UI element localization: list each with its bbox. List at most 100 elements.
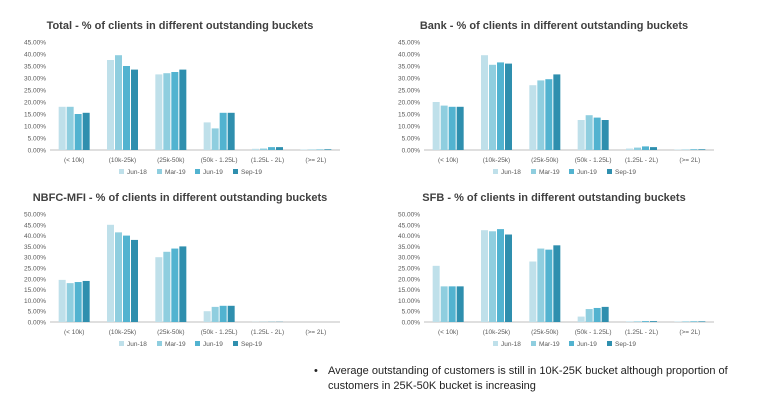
y-tick-label: 10.00%: [398, 124, 420, 131]
bar-sep-19: [698, 321, 706, 322]
bar-jun-19: [497, 229, 504, 322]
bar-jun-18: [432, 265, 440, 322]
y-tick-label: 0.00%: [28, 320, 47, 327]
y-tick-label: 0.00%: [402, 320, 421, 327]
legend-swatch: [119, 341, 124, 346]
bar-mar-19: [260, 148, 267, 150]
bar-sep-19: [650, 147, 657, 150]
bar-jun-18: [155, 74, 163, 150]
bar-mar-19: [211, 306, 219, 322]
legend-label: Sep-19: [615, 341, 636, 348]
bar-sep-19: [131, 239, 138, 322]
bar-jun-19: [74, 114, 82, 150]
bar-jun-19: [171, 248, 179, 322]
y-tick-label: 20.00%: [398, 276, 420, 283]
legend-swatch: [119, 169, 124, 174]
x-tick-label: (10k-25k): [483, 329, 510, 336]
y-tick-label: 0.00%: [402, 148, 421, 155]
bar-jun-18: [577, 316, 585, 322]
bar-sep-19: [553, 245, 561, 322]
y-tick-label: 45.00%: [24, 222, 46, 229]
y-tick-label: 15.00%: [24, 287, 46, 294]
bar-mar-19: [682, 321, 690, 322]
y-tick-label: 30.00%: [398, 255, 420, 262]
bar-sep-19: [227, 305, 235, 322]
legend-swatch: [195, 169, 200, 174]
y-tick-label: 35.00%: [24, 64, 46, 71]
legend-label: Jun-18: [501, 169, 521, 176]
legend-label: Jun-19: [203, 341, 223, 348]
bar-sep-19: [276, 147, 283, 150]
legend-swatch: [493, 341, 498, 346]
y-tick-label: 15.00%: [398, 287, 420, 294]
legend-label: Jun-18: [127, 169, 147, 176]
bar-jun-18: [203, 311, 211, 322]
bar-mar-19: [115, 55, 122, 151]
y-tick-label: 15.00%: [398, 112, 420, 119]
y-tick-label: 40.00%: [398, 52, 420, 59]
chart-title: Total - % of clients in different outsta…: [46, 20, 314, 32]
x-tick-label: (50k - 1.25L): [575, 157, 612, 164]
bar-mar-19: [489, 231, 496, 322]
y-tick-label: 40.00%: [398, 233, 420, 240]
x-tick-label: (>= 2L): [679, 329, 700, 336]
y-tick-label: 20.00%: [24, 276, 46, 283]
legend-swatch: [531, 169, 536, 174]
y-tick-label: 45.00%: [398, 222, 420, 229]
y-tick-label: 15.00%: [24, 112, 46, 119]
bar-jun-18: [155, 257, 163, 322]
bar-sep-19: [82, 112, 90, 150]
y-tick-label: 5.00%: [28, 136, 47, 143]
bar-sep-19: [131, 69, 138, 150]
x-tick-label: (50k - 1.25L): [201, 329, 238, 336]
x-tick-label: (< 10k): [64, 157, 84, 164]
y-tick-label: 30.00%: [24, 76, 46, 83]
x-tick-label: (25k-50k): [531, 157, 558, 164]
y-tick-label: 30.00%: [24, 255, 46, 262]
nbfc-mfi-chart: NBFC-MFI - % of clients in different out…: [10, 190, 350, 370]
legend-swatch: [195, 341, 200, 346]
chart-plot: 0.00% 5.00% 10.00% 15.00% 20.00% 25.00% 30.00%…: [398, 212, 714, 348]
x-tick-label: (10k-25k): [109, 157, 136, 164]
bar-jun-19: [497, 62, 504, 150]
bar-sep-19: [601, 120, 609, 150]
legend-swatch: [157, 169, 162, 174]
x-tick-label: (< 10k): [438, 157, 458, 164]
legend-swatch: [233, 169, 238, 174]
legend-swatch: [157, 341, 162, 346]
bar-mar-19: [163, 73, 171, 150]
bar-mar-19: [537, 248, 545, 322]
legend-label: Mar-19: [539, 169, 560, 176]
bar-jun-18: [481, 230, 488, 322]
legend-label: Mar-19: [165, 169, 186, 176]
bar-sep-19: [698, 149, 706, 150]
chart-plot: 0.00% 5.00% 10.00% 15.00% 20.00% 25.00% 30.00%…: [398, 40, 714, 176]
bar-jun-19: [593, 117, 601, 150]
x-tick-label: (>= 2L): [305, 329, 326, 336]
legend-swatch: [569, 169, 574, 174]
bar-jun-18: [252, 148, 259, 150]
y-tick-label: 40.00%: [24, 52, 46, 59]
bar-sep-19: [505, 63, 512, 150]
bar-mar-19: [537, 80, 545, 150]
y-tick-label: 35.00%: [398, 244, 420, 251]
bar-jun-19: [642, 146, 649, 150]
legend-label: Sep-19: [241, 169, 262, 176]
y-tick-label: 5.00%: [402, 136, 421, 143]
bar-jun-19: [642, 321, 649, 322]
chart-title: NBFC-MFI - % of clients in different out…: [32, 192, 328, 204]
y-tick-label: 25.00%: [24, 266, 46, 273]
bar-jun-19: [593, 307, 601, 322]
x-tick-label: (< 10k): [438, 329, 458, 336]
chart-title: Bank - % of clients in different outstan…: [419, 20, 689, 32]
legend-label: Sep-19: [615, 169, 636, 176]
bar-mar-19: [66, 283, 74, 322]
bar-jun-19: [171, 72, 179, 150]
bar-jun-19: [545, 79, 553, 150]
y-tick-label: 50.00%: [24, 212, 46, 219]
bar-sep-19: [82, 280, 90, 322]
y-tick-label: 45.00%: [24, 40, 46, 47]
bar-sep-19: [650, 321, 657, 322]
y-tick-label: 20.00%: [398, 100, 420, 107]
bar-mar-19: [163, 251, 171, 322]
